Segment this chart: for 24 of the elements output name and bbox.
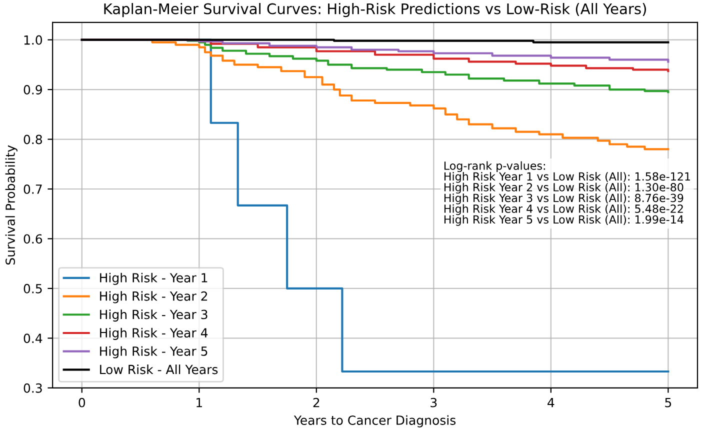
legend-label: High Risk - Year 2 (100, 291, 208, 304)
y-tick-label: 0.7 (24, 184, 42, 194)
y-tick-label: 0.8 (24, 134, 42, 144)
y-tick-label: 1.0 (24, 35, 42, 45)
x-tick-label: 3 (430, 398, 437, 408)
chart-title: Kaplan-Meier Survival Curves: High-Risk Predictions vs Low-Risk (All Years) (104, 3, 646, 18)
y-tick-label: 0.3 (24, 383, 42, 393)
legend-label: Low Risk - All Years (100, 364, 218, 374)
y-tick-label: 0.5 (24, 284, 42, 294)
x-tick-label: 5 (665, 398, 672, 408)
x-tick-label: 2 (313, 398, 320, 408)
x-tick-label: 0 (78, 398, 86, 408)
legend-label: High Risk - Year 4 (100, 328, 208, 340)
y-tick-label: 0.9 (24, 85, 42, 94)
legend-label: High Risk - Year 3 (100, 310, 208, 322)
x-axis-title: Years to Cancer Diagnosis (294, 415, 456, 428)
legend-label: High Risk - Year 5 (100, 346, 208, 358)
annotation: Log-rank p-values: High Risk Year 1 vs Low Risk (All): 1.58e-121 High Risk Year 2 vs Low Risk (All): 1.30e-80 High Risk Year 3 vs Low Risk (All): 8.76e-39 High Risk Year 4 vs Low Risk (All): 5.48e-22 High Risk Year 5 vs Low Risk (All): 1.99e-14 (444, 161, 690, 226)
x-tick-label: 1 (196, 398, 202, 408)
y-tick-label: 0.4 (24, 334, 42, 344)
y-axis-title: Survival Probability (5, 145, 18, 265)
x-tick-label: 4 (548, 398, 554, 408)
legend-label: High Risk - Year 1 (100, 272, 208, 285)
y-tick-label: 0.6 (24, 234, 42, 244)
